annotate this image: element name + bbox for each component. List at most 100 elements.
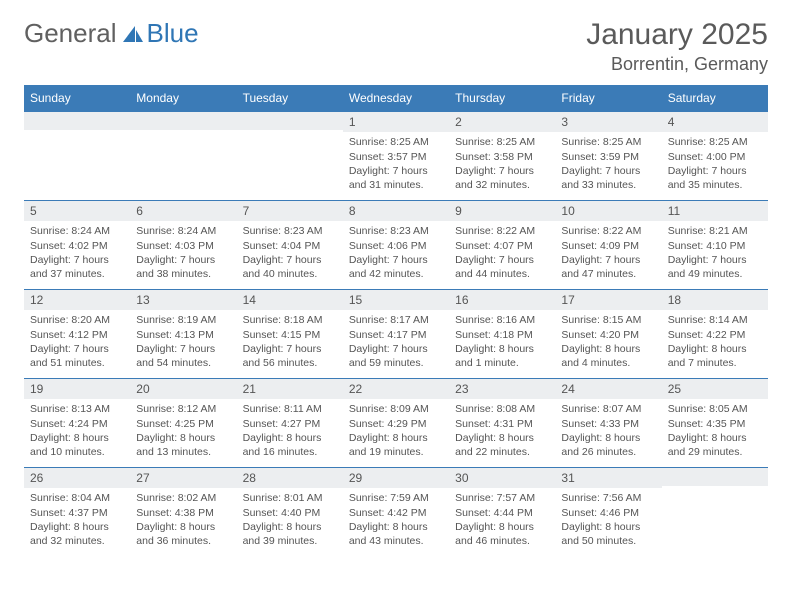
day-details: Sunrise: 8:22 AMSunset: 4:07 PMDaylight:… xyxy=(449,221,555,285)
day-cell: 21Sunrise: 8:11 AMSunset: 4:27 PMDayligh… xyxy=(237,379,343,467)
day-detail-line: Sunset: 4:00 PM xyxy=(668,150,762,164)
day-detail-line: Daylight: 7 hours xyxy=(243,253,337,267)
day-detail-line: Sunset: 4:12 PM xyxy=(30,328,124,342)
weekday-header-row: Sunday Monday Tuesday Wednesday Thursday… xyxy=(24,86,768,111)
day-cell: 12Sunrise: 8:20 AMSunset: 4:12 PMDayligh… xyxy=(24,290,130,378)
day-number: 9 xyxy=(449,201,555,221)
day-detail-line: Sunrise: 8:13 AM xyxy=(30,402,124,416)
day-detail-line: Daylight: 8 hours xyxy=(349,431,443,445)
day-detail-line: Daylight: 8 hours xyxy=(668,342,762,356)
day-detail-line: Sunset: 4:27 PM xyxy=(243,417,337,431)
day-detail-line: and 36 minutes. xyxy=(136,534,230,548)
location-subtitle: Borrentin, Germany xyxy=(586,54,768,75)
day-detail-line: Sunset: 3:58 PM xyxy=(455,150,549,164)
day-detail-line: Sunrise: 8:15 AM xyxy=(561,313,655,327)
day-details: Sunrise: 8:25 AMSunset: 3:59 PMDaylight:… xyxy=(555,132,661,196)
day-details: Sunrise: 8:25 AMSunset: 3:58 PMDaylight:… xyxy=(449,132,555,196)
day-number: 11 xyxy=(662,201,768,221)
day-details: Sunrise: 8:18 AMSunset: 4:15 PMDaylight:… xyxy=(237,310,343,374)
day-detail-line: Daylight: 7 hours xyxy=(30,253,124,267)
day-cell: 8Sunrise: 8:23 AMSunset: 4:06 PMDaylight… xyxy=(343,201,449,289)
day-detail-line: Sunset: 4:31 PM xyxy=(455,417,549,431)
weekday-header: Friday xyxy=(555,86,661,111)
day-detail-line: and 39 minutes. xyxy=(243,534,337,548)
day-details: Sunrise: 7:59 AMSunset: 4:42 PMDaylight:… xyxy=(343,488,449,552)
day-number: 24 xyxy=(555,379,661,399)
day-detail-line: and 16 minutes. xyxy=(243,445,337,459)
day-detail-line: Daylight: 8 hours xyxy=(349,520,443,534)
week-row: 12Sunrise: 8:20 AMSunset: 4:12 PMDayligh… xyxy=(24,289,768,378)
day-number: 16 xyxy=(449,290,555,310)
day-detail-line: Daylight: 7 hours xyxy=(668,253,762,267)
day-cell: 11Sunrise: 8:21 AMSunset: 4:10 PMDayligh… xyxy=(662,201,768,289)
day-detail-line: Sunset: 4:09 PM xyxy=(561,239,655,253)
day-number: 19 xyxy=(24,379,130,399)
day-detail-line: and 51 minutes. xyxy=(30,356,124,370)
day-cell: 10Sunrise: 8:22 AMSunset: 4:09 PMDayligh… xyxy=(555,201,661,289)
day-detail-line: Sunset: 4:35 PM xyxy=(668,417,762,431)
day-detail-line: Sunrise: 8:01 AM xyxy=(243,491,337,505)
day-cell: 28Sunrise: 8:01 AMSunset: 4:40 PMDayligh… xyxy=(237,468,343,556)
day-detail-line: Daylight: 8 hours xyxy=(561,431,655,445)
day-details: Sunrise: 7:56 AMSunset: 4:46 PMDaylight:… xyxy=(555,488,661,552)
day-number: 30 xyxy=(449,468,555,488)
day-detail-line: and 46 minutes. xyxy=(455,534,549,548)
day-number: 23 xyxy=(449,379,555,399)
day-details: Sunrise: 8:20 AMSunset: 4:12 PMDaylight:… xyxy=(24,310,130,374)
day-detail-line: Daylight: 8 hours xyxy=(455,431,549,445)
day-number: 15 xyxy=(343,290,449,310)
day-detail-line: Daylight: 7 hours xyxy=(136,342,230,356)
week-row: 19Sunrise: 8:13 AMSunset: 4:24 PMDayligh… xyxy=(24,378,768,467)
day-details: Sunrise: 8:22 AMSunset: 4:09 PMDaylight:… xyxy=(555,221,661,285)
weekday-header: Saturday xyxy=(662,86,768,111)
day-number xyxy=(24,112,130,130)
day-cell xyxy=(24,112,130,200)
day-cell: 23Sunrise: 8:08 AMSunset: 4:31 PMDayligh… xyxy=(449,379,555,467)
day-details: Sunrise: 8:11 AMSunset: 4:27 PMDaylight:… xyxy=(237,399,343,463)
day-number xyxy=(130,112,236,130)
day-detail-line: Sunrise: 8:25 AM xyxy=(668,135,762,149)
day-detail-line: and 4 minutes. xyxy=(561,356,655,370)
day-detail-line: Daylight: 7 hours xyxy=(136,253,230,267)
day-detail-line: Sunset: 4:03 PM xyxy=(136,239,230,253)
day-number: 21 xyxy=(237,379,343,399)
month-title: January 2025 xyxy=(586,18,768,52)
day-details: Sunrise: 8:12 AMSunset: 4:25 PMDaylight:… xyxy=(130,399,236,463)
day-detail-line: Sunset: 4:33 PM xyxy=(561,417,655,431)
weeks-container: 1Sunrise: 8:25 AMSunset: 3:57 PMDaylight… xyxy=(24,111,768,556)
day-number xyxy=(662,468,768,486)
day-cell xyxy=(662,468,768,556)
day-detail-line: Daylight: 7 hours xyxy=(455,164,549,178)
day-cell: 5Sunrise: 8:24 AMSunset: 4:02 PMDaylight… xyxy=(24,201,130,289)
day-details: Sunrise: 8:15 AMSunset: 4:20 PMDaylight:… xyxy=(555,310,661,374)
day-detail-line: Sunrise: 8:25 AM xyxy=(455,135,549,149)
day-detail-line: Sunrise: 8:24 AM xyxy=(30,224,124,238)
day-number: 31 xyxy=(555,468,661,488)
day-detail-line: Daylight: 8 hours xyxy=(136,520,230,534)
day-details: Sunrise: 7:57 AMSunset: 4:44 PMDaylight:… xyxy=(449,488,555,552)
day-detail-line: Daylight: 7 hours xyxy=(455,253,549,267)
day-detail-line: Sunrise: 7:57 AM xyxy=(455,491,549,505)
day-cell: 7Sunrise: 8:23 AMSunset: 4:04 PMDaylight… xyxy=(237,201,343,289)
day-detail-line: Sunrise: 8:09 AM xyxy=(349,402,443,416)
day-details: Sunrise: 8:24 AMSunset: 4:02 PMDaylight:… xyxy=(24,221,130,285)
day-detail-line: Sunrise: 8:25 AM xyxy=(561,135,655,149)
week-row: 5Sunrise: 8:24 AMSunset: 4:02 PMDaylight… xyxy=(24,200,768,289)
day-number: 20 xyxy=(130,379,236,399)
weekday-header: Wednesday xyxy=(343,86,449,111)
day-number: 6 xyxy=(130,201,236,221)
day-detail-line: Sunrise: 8:23 AM xyxy=(243,224,337,238)
day-detail-line: Sunrise: 8:04 AM xyxy=(30,491,124,505)
day-detail-line: and 38 minutes. xyxy=(136,267,230,281)
day-detail-line: and 59 minutes. xyxy=(349,356,443,370)
day-detail-line: Sunrise: 7:59 AM xyxy=(349,491,443,505)
day-detail-line: and 33 minutes. xyxy=(561,178,655,192)
day-detail-line: Sunset: 4:02 PM xyxy=(30,239,124,253)
day-details: Sunrise: 8:25 AMSunset: 4:00 PMDaylight:… xyxy=(662,132,768,196)
day-details: Sunrise: 8:01 AMSunset: 4:40 PMDaylight:… xyxy=(237,488,343,552)
day-detail-line: Daylight: 7 hours xyxy=(561,253,655,267)
day-detail-line: and 43 minutes. xyxy=(349,534,443,548)
day-number: 25 xyxy=(662,379,768,399)
day-detail-line: Sunrise: 8:23 AM xyxy=(349,224,443,238)
day-cell: 22Sunrise: 8:09 AMSunset: 4:29 PMDayligh… xyxy=(343,379,449,467)
